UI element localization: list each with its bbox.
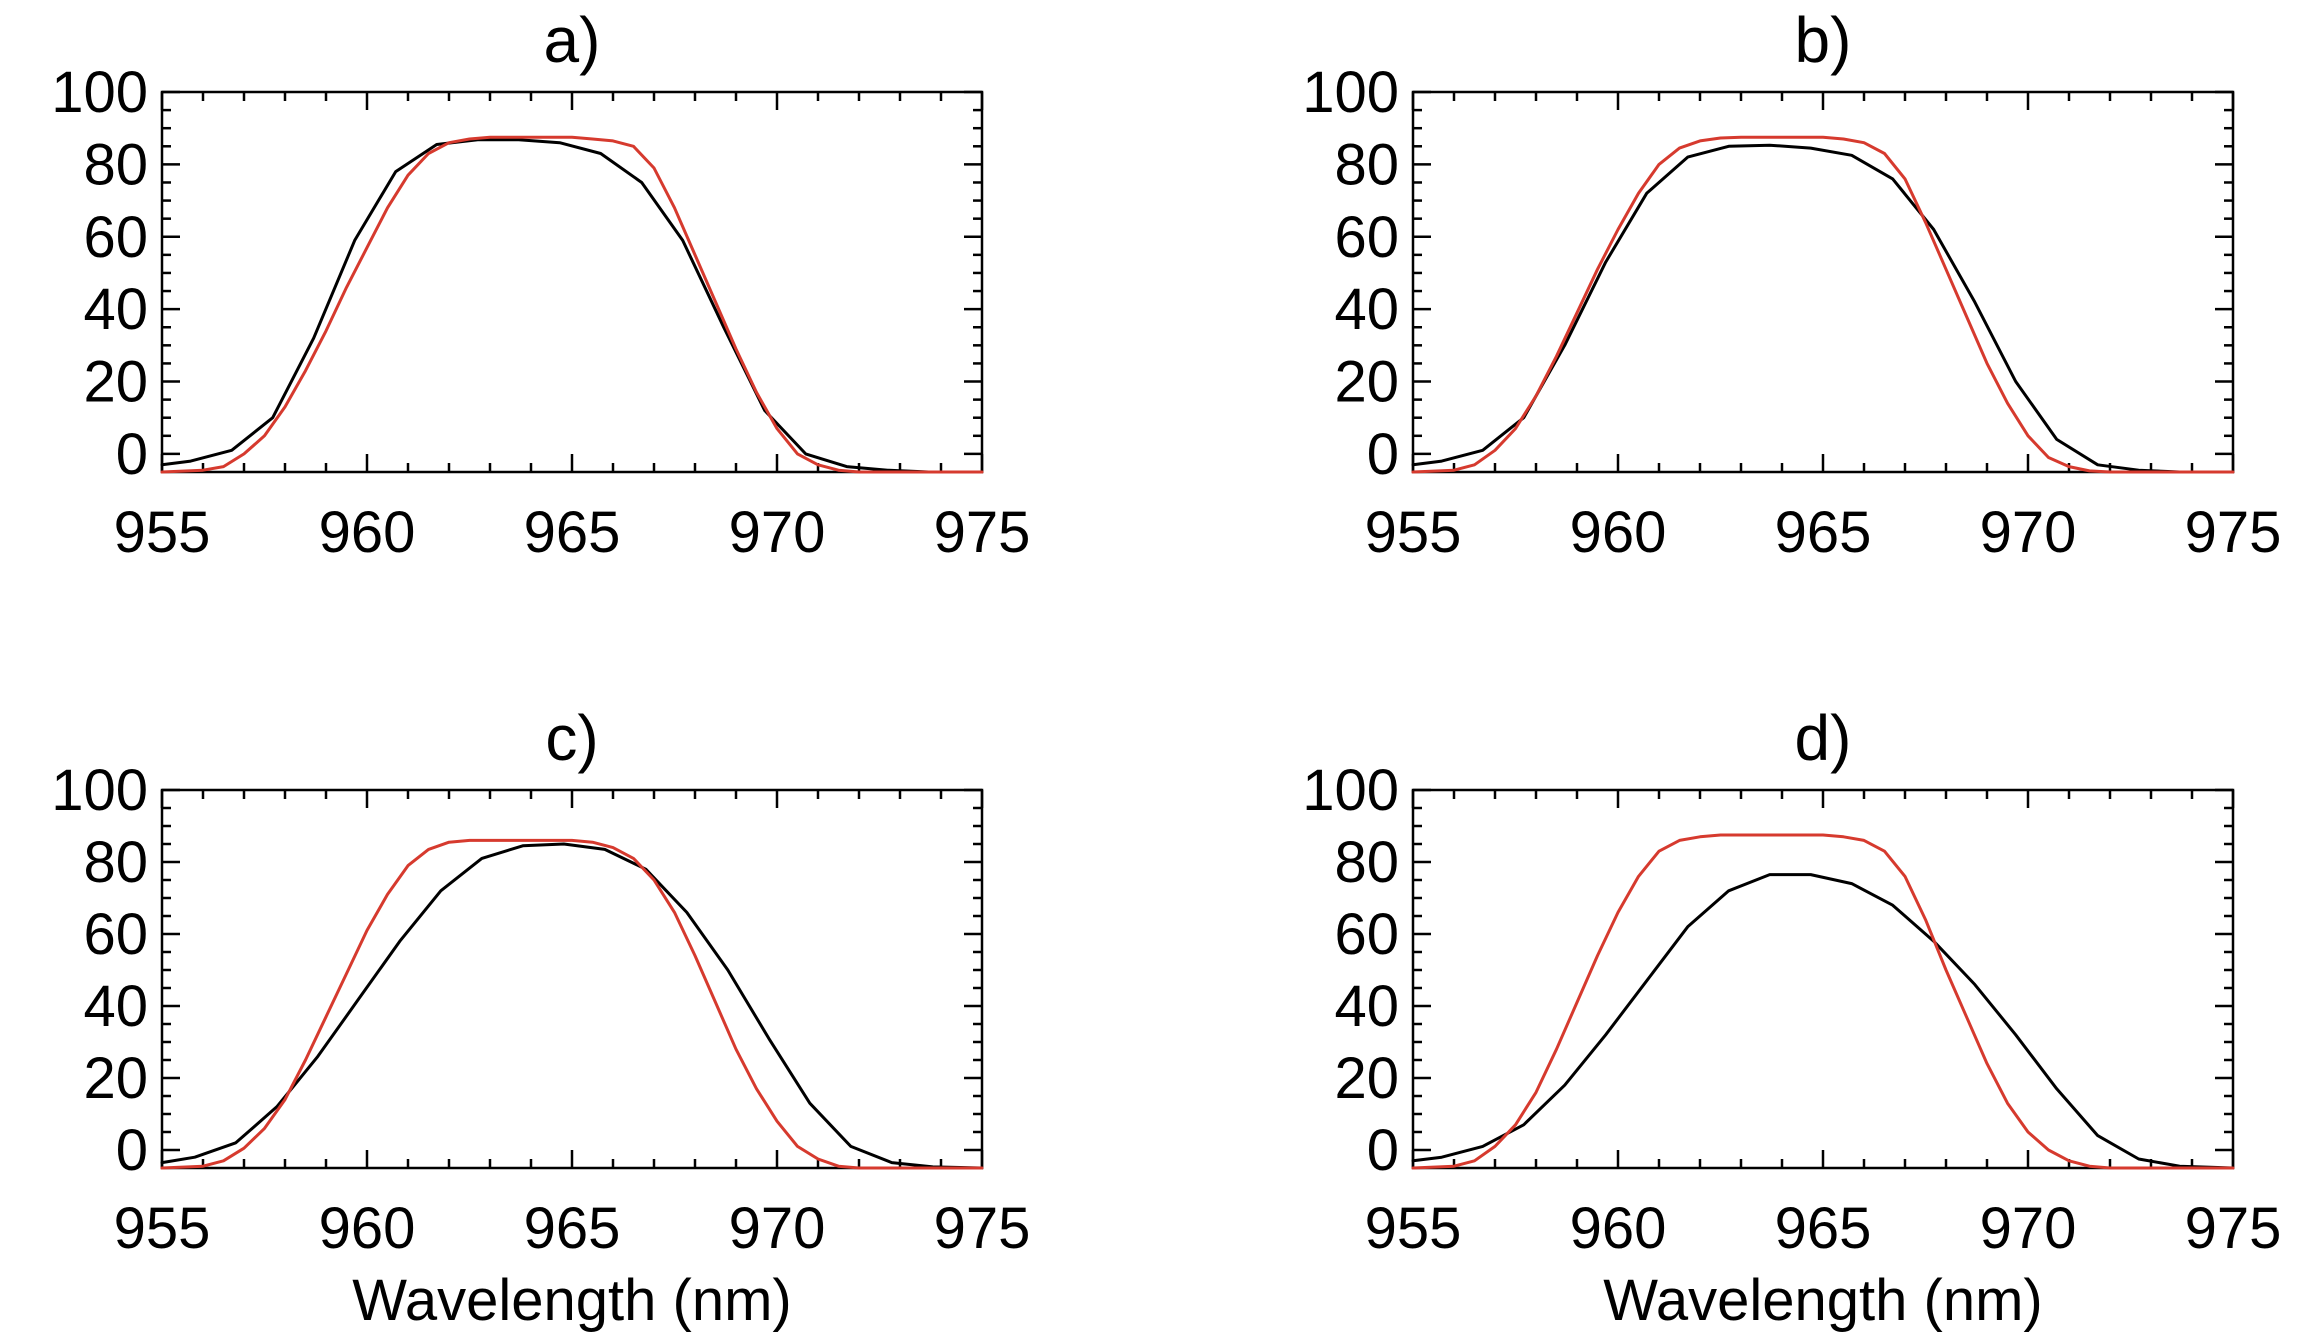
x-tick-label: 955: [114, 500, 211, 565]
x-tick-label: 960: [319, 500, 416, 565]
series-line-model: [160, 135, 984, 474]
plot-frame: [160, 788, 984, 1170]
x-tick-label: 965: [1775, 500, 1872, 565]
series-line-model: [160, 838, 984, 1170]
x-tick-label: 965: [524, 1196, 621, 1261]
y-tick-label: 20: [1334, 350, 1399, 415]
y-tick-label: 100: [51, 758, 148, 823]
x-tick-label: 970: [1980, 1196, 2077, 1261]
panel-title: a): [544, 4, 601, 76]
panel-title: b): [1795, 4, 1852, 76]
y-tick-label: 20: [83, 1046, 148, 1111]
x-tick-label: 975: [2185, 1196, 2282, 1261]
series-line-measured: [160, 842, 984, 1170]
x-tick-label: 965: [1775, 1196, 1872, 1261]
y-tick-label: 100: [1302, 758, 1399, 823]
y-tick-label: 40: [1334, 277, 1399, 342]
y-tick-label: 60: [1334, 205, 1399, 270]
y-tick-label: 0: [116, 1118, 148, 1183]
chart-panel-c: c) 955 960 965 970 975 0 20 40 60 80 100 Wavelength …: [51, 702, 1030, 1333]
x-tick-label: 970: [729, 1196, 826, 1261]
y-tick-label: 100: [1302, 60, 1399, 125]
x-tick-label: 955: [1365, 500, 1462, 565]
x-tick-label: 960: [1570, 1196, 1667, 1261]
y-tick-label: 100: [51, 60, 148, 125]
y-tick-label: 80: [83, 132, 148, 197]
y-tick-label: 0: [116, 422, 148, 487]
x-tick-label: 975: [934, 500, 1031, 565]
panel-title: d): [1795, 702, 1852, 774]
y-tick-label: 0: [1367, 1118, 1399, 1183]
y-tick-label: 60: [83, 205, 148, 270]
series-line-model: [1411, 833, 2235, 1170]
x-tick-label: 965: [524, 500, 621, 565]
x-axis-title: Wavelength (nm): [352, 1268, 791, 1333]
y-tick-label: 40: [1334, 974, 1399, 1039]
y-tick-label: 80: [83, 830, 148, 895]
series-line-measured: [160, 138, 984, 474]
series-line-measured: [1411, 143, 2235, 474]
y-tick-label: 80: [1334, 132, 1399, 197]
chart-panel-d: d) 955 960 965 970 975 0 20 40 60 80 100 Wavelength …: [1302, 702, 2281, 1333]
y-tick-label: 60: [1334, 902, 1399, 967]
panel-title: c): [545, 702, 598, 774]
series-line-measured: [1411, 873, 2235, 1170]
y-tick-label: 0: [1367, 422, 1399, 487]
y-tick-label: 60: [83, 902, 148, 967]
x-tick-label: 955: [1365, 1196, 1462, 1261]
x-tick-label: 960: [319, 1196, 416, 1261]
x-tick-label: 970: [729, 500, 826, 565]
x-tick-label: 970: [1980, 500, 2077, 565]
chart-panel-a: a) 955 960 965 970 975 0 20 40 60 80 100: [51, 4, 1030, 565]
y-tick-label: 20: [83, 350, 148, 415]
x-axis-title: Wavelength (nm): [1603, 1268, 2042, 1333]
x-tick-label: 975: [2185, 500, 2282, 565]
y-tick-label: 80: [1334, 830, 1399, 895]
x-tick-label: 955: [114, 1196, 211, 1261]
y-tick-label: 40: [83, 277, 148, 342]
series-line-model: [1411, 135, 2235, 474]
plot-frame: [160, 90, 984, 474]
y-tick-label: 20: [1334, 1046, 1399, 1111]
x-tick-label: 960: [1570, 500, 1667, 565]
y-tick-label: 40: [83, 974, 148, 1039]
chart-panel-b: b) 955 960 965 970 975 0 20 40 60 80 100: [1302, 4, 2281, 565]
x-tick-label: 975: [934, 1196, 1031, 1261]
